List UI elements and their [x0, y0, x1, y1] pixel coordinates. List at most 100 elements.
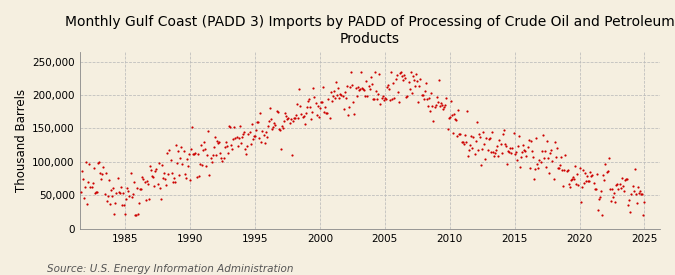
Point [246, 122, 257, 126]
Point [340, 90, 350, 94]
Point [584, 179, 595, 183]
Point [346, 70, 356, 75]
Point [401, 94, 412, 99]
Point [558, 184, 568, 188]
Point [428, 119, 439, 123]
Point [514, 134, 524, 139]
Point [519, 148, 530, 153]
Point [108, 186, 119, 190]
Point [552, 166, 563, 170]
Point [114, 190, 125, 195]
Point [234, 136, 244, 141]
Point [184, 152, 194, 156]
Point [626, 192, 637, 197]
Point [273, 127, 284, 131]
Point [550, 155, 561, 160]
Point [385, 98, 396, 102]
Point [367, 97, 378, 101]
Point [306, 117, 317, 122]
Point [310, 101, 321, 105]
Point [217, 158, 228, 163]
Point [498, 128, 509, 133]
Point [569, 177, 580, 182]
Point [593, 197, 604, 201]
Point [212, 139, 223, 143]
Point [107, 194, 117, 198]
Point [89, 191, 100, 195]
Point [605, 198, 616, 203]
Point [117, 191, 128, 196]
Point [536, 149, 547, 153]
Point [275, 128, 286, 132]
Point [173, 172, 184, 177]
Point [462, 153, 473, 158]
Point [547, 159, 558, 163]
Point [342, 84, 352, 89]
Point [523, 137, 534, 142]
Point [460, 133, 470, 138]
Point [479, 142, 489, 146]
Point [530, 167, 541, 172]
Point [286, 153, 297, 157]
Point [254, 136, 265, 141]
Point [381, 84, 392, 89]
Point [333, 86, 344, 90]
Point [141, 179, 152, 184]
Point [468, 134, 479, 139]
Point [215, 151, 225, 155]
Point [381, 97, 392, 101]
Point [484, 135, 495, 140]
Point [191, 174, 202, 179]
Point [263, 124, 273, 128]
Point [252, 120, 263, 125]
Point [178, 148, 189, 153]
Point [502, 161, 512, 166]
Point [611, 183, 622, 187]
Point [327, 94, 338, 98]
Point [454, 132, 465, 136]
Point [250, 134, 261, 138]
Point [443, 116, 454, 120]
Point [242, 144, 252, 148]
Point [142, 182, 153, 186]
Point [637, 192, 647, 196]
Point [315, 105, 325, 110]
Point [614, 182, 625, 186]
Point [531, 136, 541, 140]
Point [354, 88, 364, 93]
Point [111, 191, 122, 195]
Point [578, 181, 589, 185]
Point [259, 141, 270, 145]
Point [213, 141, 223, 145]
Point [321, 111, 331, 116]
Point [571, 182, 582, 186]
Point [225, 125, 236, 129]
Point [135, 187, 146, 191]
Point [431, 95, 442, 99]
Point [440, 103, 451, 107]
Point [81, 160, 92, 164]
Point [288, 119, 298, 124]
Point [566, 177, 577, 181]
Point [566, 178, 576, 182]
Point [467, 146, 478, 150]
Point [153, 161, 164, 166]
Point [543, 155, 554, 160]
Point [392, 72, 402, 77]
Point [134, 201, 144, 205]
Point [378, 98, 389, 103]
Point [632, 185, 643, 189]
Point [270, 122, 281, 127]
Point [475, 135, 485, 139]
Point [365, 75, 376, 79]
Point [136, 186, 146, 191]
Point [325, 90, 336, 94]
Point [76, 190, 86, 194]
Point [216, 156, 227, 161]
Point [416, 93, 427, 97]
Point [265, 105, 275, 110]
Point [105, 187, 116, 192]
Point [598, 172, 609, 177]
Point [446, 113, 457, 118]
Point [387, 97, 398, 101]
